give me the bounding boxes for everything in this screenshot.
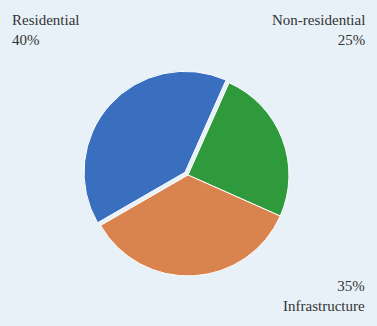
svg-text:Residential40%: Residential40%	[12, 12, 80, 48]
svg-text:Non-residential25%: Non-residential25%	[272, 12, 365, 48]
svg-text:35%Infrastructure: 35%Infrastructure	[283, 278, 365, 314]
